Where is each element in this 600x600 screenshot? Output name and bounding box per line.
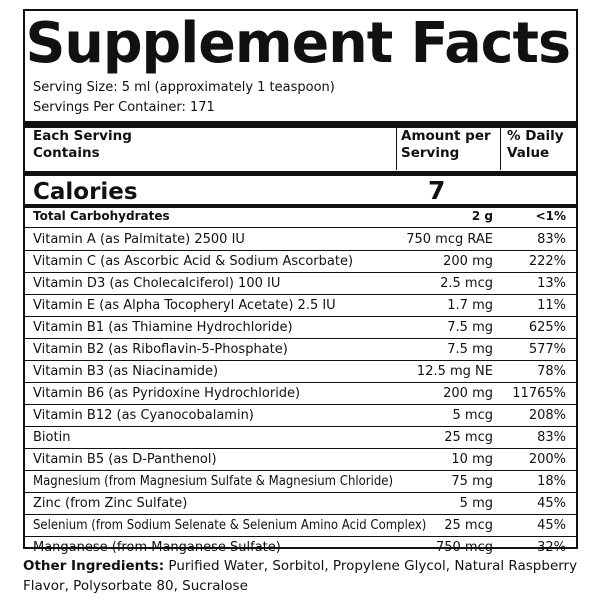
header-divider (500, 128, 501, 170)
nutrient-name: Vitamin B5 (as D-Panthenol) (33, 452, 217, 467)
row-divider (25, 338, 576, 339)
nutrient-row: Vitamin B1 (as Thiamine Hydrochloride) 7.… (25, 317, 576, 339)
nutrient-amount: 75 mg (451, 474, 493, 489)
nutrient-daily-value: 208% (528, 408, 566, 423)
nutrient-daily-value: 11765% (512, 386, 566, 401)
nutrient-name: Vitamin B1 (as Thiamine Hydrochloride) (33, 320, 293, 335)
header-daily-value: % Daily Value (507, 128, 564, 161)
header-divider (396, 128, 397, 170)
nutrient-name: Biotin (33, 430, 71, 445)
nutrient-amount: 25 mcg (444, 430, 493, 445)
nutrient-amount: 10 mg (451, 452, 493, 467)
nutrient-row: Vitamin E (as Alpha Tocopheryl Acetate) … (25, 295, 576, 317)
nutrient-row: Vitamin B12 (as Cyanocobalamin) 5 mcg 208% (25, 405, 576, 427)
nutrient-name: Zinc (from Zinc Sulfate) (33, 496, 188, 511)
nutrient-name: Vitamin B6 (as Pyridoxine Hydrochloride) (33, 386, 301, 401)
nutrient-daily-value: <1% (535, 209, 566, 223)
nutrient-row: Selenium (from Sodium Selenate & Seleniu… (25, 515, 576, 537)
row-divider (25, 426, 576, 427)
supplement-facts-panel: Supplement Facts Serving Size: 5 ml (app… (23, 9, 578, 555)
row-divider (25, 514, 576, 515)
nutrient-name: Total Carbohydrates (33, 209, 170, 223)
nutrient-amount: 750 mcg RAE (406, 232, 493, 247)
nutrient-name: Vitamin B3 (as Niacinamide) (33, 364, 219, 379)
row-divider (25, 404, 576, 405)
row-divider (25, 536, 576, 537)
nutrient-name: Magnesium (from Magnesium Sulfate & Magn… (33, 474, 394, 489)
nutrient-daily-value: 83% (537, 430, 566, 445)
nutrient-daily-value: 45% (537, 496, 566, 511)
thick-rule-calories (25, 171, 576, 176)
row-divider (25, 360, 576, 361)
nutrient-name: Vitamin B2 (as Riboflavin-5-Phosphate) (33, 342, 288, 357)
nutrient-daily-value: 83% (537, 232, 566, 247)
nutrient-daily-value: 45% (537, 518, 566, 533)
row-divider (25, 227, 576, 228)
nutrient-name: Manganese (from Manganese Sulfate) (33, 540, 281, 555)
nutrient-row: Vitamin C (as Ascorbic Acid & Sodium Asc… (25, 251, 576, 273)
nutrient-name: Vitamin A (as Palmitate) 2500 IU (33, 232, 245, 247)
nutrient-daily-value: 200% (528, 452, 566, 467)
header-each-serving: Each Serving Contains (33, 128, 132, 161)
nutrient-row: Zinc (from Zinc Sulfate) 5 mg 45% (25, 493, 576, 515)
nutrient-row: Vitamin B5 (as D-Panthenol) 10 mg 200% (25, 449, 576, 471)
nutrient-amount: 25 mcg (444, 518, 493, 533)
nutrient-row: Vitamin A (as Palmitate) 2500 IU 750 mcg … (25, 229, 576, 251)
panel-title: Supplement Facts (25, 11, 571, 76)
row-divider (25, 470, 576, 471)
nutrient-amount: 5 mg (459, 496, 493, 511)
nutrient-name: Vitamin E (as Alpha Tocopheryl Acetate) … (33, 298, 336, 313)
nutrient-amount: 2.5 mcg (440, 276, 493, 291)
nutrient-row: Vitamin B6 (as Pyridoxine Hydrochloride)… (25, 383, 576, 405)
nutrient-row: Vitamin B2 (as Riboflavin-5-Phosphate) 7.… (25, 339, 576, 361)
nutrient-row: Vitamin B3 (as Niacinamide) 12.5 mg NE 78% (25, 361, 576, 383)
row-divider (25, 250, 576, 251)
nutrient-daily-value: 78% (537, 364, 566, 379)
nutrient-daily-value: 577% (528, 342, 566, 357)
nutrient-daily-value: 625% (528, 320, 566, 335)
row-divider (25, 448, 576, 449)
nutrient-row: Vitamin D3 (as Cholecalciferol) 100 IU 2.… (25, 273, 576, 295)
nutrient-name: Vitamin C (as Ascorbic Acid & Sodium Asc… (33, 254, 354, 269)
other-ingredients-label: Other Ingredients: (23, 558, 165, 574)
nutrient-amount: 200 mg (443, 386, 493, 401)
nutrient-name: Vitamin D3 (as Cholecalciferol) 100 IU (33, 276, 281, 291)
header-amount-per-serving: Amount per Serving (401, 128, 491, 161)
nutrient-amount: 750 mcg (435, 540, 493, 555)
thick-rule-nutrients (25, 204, 576, 208)
nutrient-amount: 200 mg (443, 254, 493, 269)
other-ingredients-text: Purified Water, Sorbitol, Propylene Glyc… (23, 558, 578, 594)
serving-size: Serving Size: 5 ml (approximately 1 teas… (33, 80, 335, 95)
calories-label: Calories (33, 179, 138, 205)
nutrient-daily-value: 18% (537, 474, 566, 489)
nutrient-row: Magnesium (from Magnesium Sulfate & Magn… (25, 471, 576, 493)
nutrient-amount: 2 g (471, 209, 493, 223)
nutrient-row: Manganese (from Manganese Sulfate) 750 mc… (25, 537, 576, 559)
nutrient-amount: 7.5 mg (447, 320, 493, 335)
servings-per-container: Servings Per Container: 171 (33, 100, 215, 115)
row-divider (25, 294, 576, 295)
nutrient-amount: 7.5 mg (447, 342, 493, 357)
row-divider (25, 382, 576, 383)
total-carbohydrates-row: Total Carbohydrates 2 g <1% (25, 206, 576, 228)
nutrient-row: Biotin 25 mcg 83% (25, 427, 576, 449)
nutrient-daily-value: 32% (537, 540, 566, 555)
nutrient-daily-value: 11% (537, 298, 566, 313)
calories-value: 7 (428, 176, 446, 205)
row-divider (25, 272, 576, 273)
nutrient-daily-value: 13% (537, 276, 566, 291)
nutrient-name: Selenium (from Sodium Selenate & Seleniu… (33, 518, 427, 533)
row-divider (25, 316, 576, 317)
nutrient-amount: 1.7 mg (447, 298, 493, 313)
nutrient-amount: 5 mcg (452, 408, 493, 423)
thick-rule-top (25, 121, 576, 128)
row-divider (25, 492, 576, 493)
nutrient-name: Vitamin B12 (as Cyanocobalamin) (33, 408, 254, 423)
other-ingredients: Other Ingredients: Purified Water, Sorbi… (23, 556, 583, 596)
nutrient-amount: 12.5 mg NE (416, 364, 493, 379)
nutrient-daily-value: 222% (528, 254, 566, 269)
